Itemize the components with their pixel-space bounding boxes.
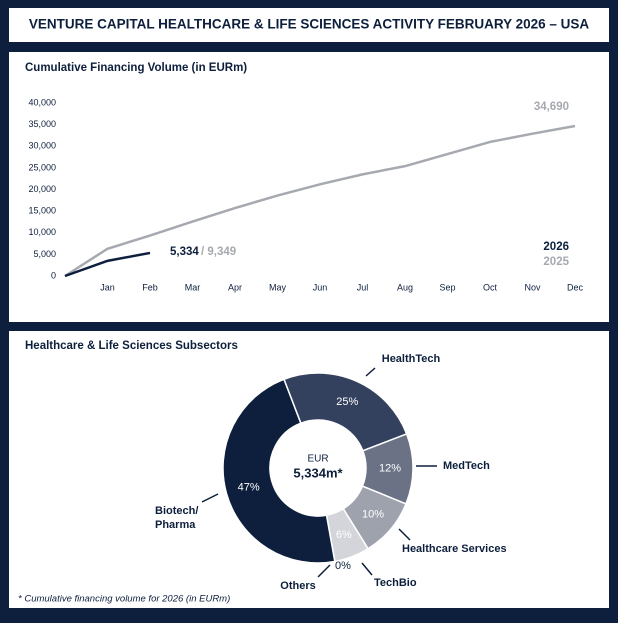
y-tick-label: 30,000 [28,141,56,151]
category-label: HealthTech [382,353,441,365]
data-label: 34,690 [534,101,569,113]
percent-label: 0% [335,560,351,572]
x-tick-label: May [269,282,287,292]
percent-label: 6% [336,529,352,541]
percent-label: 47% [238,481,260,493]
x-tick-label: Jan [100,282,115,292]
category-text: Biotech/ Pharma [155,505,199,531]
y-tick-label: 15,000 [28,206,56,216]
leader-line [365,367,376,377]
footnote: * Cumulative financing volume for 2026 (… [18,594,230,605]
donut-segment [222,378,336,564]
chart-title: Healthcare & Life Sciences Subsectors [25,340,238,352]
category-label: Healthcare Services [402,543,507,555]
y-tick-label: 10,000 [28,227,56,237]
category-label: Biotech/ Pharma [155,505,199,531]
x-tick-label: Apr [228,282,242,292]
page-title: VENTURE CAPITAL HEALTHCARE & LIFE SCIENC… [29,17,590,32]
category-label: TechBio [374,577,417,589]
y-tick-label: 40,000 [28,97,56,107]
x-tick-label: Aug [397,282,413,292]
percent-label: 10% [362,508,384,520]
x-tick-label: Feb [142,282,158,292]
data-label: / 9,349 [201,246,236,258]
x-tick-label: Nov [524,282,541,292]
percent-label: 12% [379,463,401,475]
x-tick-label: Oct [483,282,498,292]
leader-line [361,562,373,576]
leader-line [317,564,331,578]
title-banner [9,8,609,42]
leader-line [201,493,219,503]
y-tick-label: 20,000 [28,184,56,194]
series-line [64,124,576,278]
center-value: 5,334m* [293,465,343,480]
data-label: 5,334 [170,246,199,258]
y-tick-label: 0 [51,270,56,280]
y-tick-label: 25,000 [28,162,56,172]
donut-segment [282,372,408,452]
percent-label: 25% [336,396,358,408]
category-label: MedTech [443,460,490,472]
legend-entry: 2026 [543,241,569,253]
center-label: EUR [307,454,328,465]
x-tick-label: Dec [567,282,584,292]
series-line [64,251,151,278]
y-tick-label: 35,000 [28,119,56,129]
y-tick-label: 5,000 [33,249,56,259]
chart-title: Cumulative Financing Volume (in EURm) [25,62,247,74]
x-tick-label: Jul [357,282,369,292]
legend-entry: 2025 [543,256,569,268]
leader-line [398,528,411,541]
x-tick-label: Mar [185,282,201,292]
x-tick-label: Jun [313,282,328,292]
category-label: Others [280,580,315,592]
x-tick-label: Sep [439,282,455,292]
